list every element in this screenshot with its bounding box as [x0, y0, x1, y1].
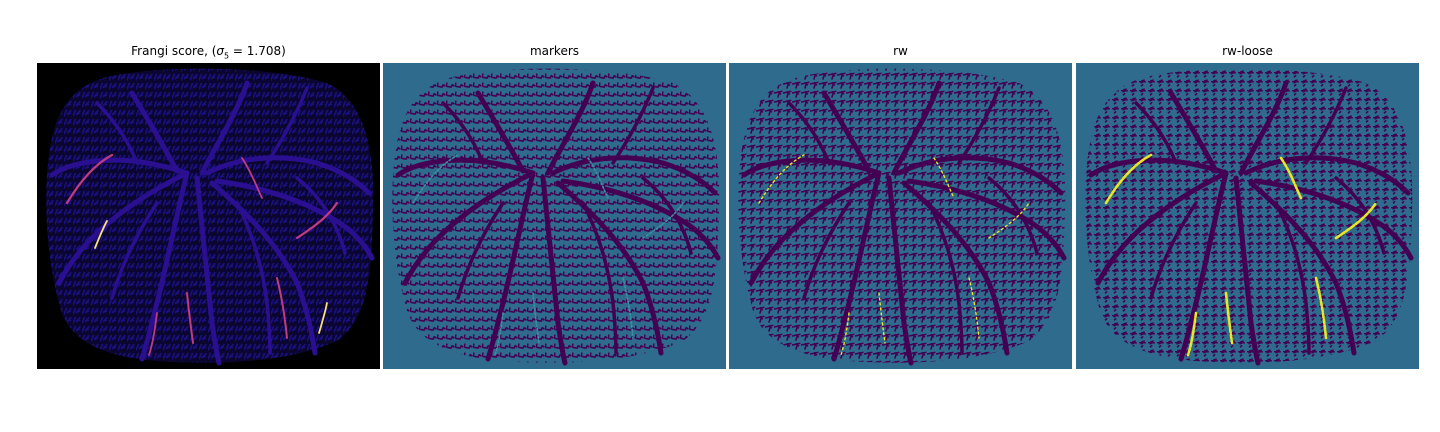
vessel-segment: [540, 175, 568, 366]
vessel-segment: [896, 155, 1064, 196]
vessel-segment: [56, 170, 190, 286]
vessel-segment: [1253, 178, 1414, 261]
vessel-segment: [1334, 176, 1386, 255]
vessel-segment: [265, 86, 309, 165]
vessel-segment: [1134, 101, 1178, 165]
vessel-segment: [1233, 175, 1261, 366]
vessel-segment: [886, 175, 914, 366]
vessel-highlight: [494, 312, 504, 356]
vessel-segment: [235, 201, 272, 355]
vessel-segment: [1149, 201, 1198, 300]
markers-image: [383, 63, 726, 369]
vessel-highlight: [94, 220, 108, 249]
vessel-segment: [214, 178, 375, 261]
vessel-highlight: [933, 157, 955, 199]
rw-image: [729, 63, 1072, 369]
vessel-segment: [199, 80, 250, 176]
vessel-segment: [560, 178, 721, 261]
vessel-highlight: [1314, 276, 1328, 340]
vessel-segment: [456, 201, 505, 300]
vessel-segment: [787, 101, 831, 165]
vessel-highlight: [241, 157, 263, 199]
vessel-segment: [1168, 90, 1219, 174]
vessel-highlight: [1104, 153, 1153, 205]
vessel-segment: [395, 157, 536, 178]
vessel-segment: [891, 80, 942, 176]
vessel-segment: [741, 157, 882, 178]
vessel-segment: [1243, 155, 1411, 196]
vessel-segment: [748, 170, 882, 286]
vessel-segment: [95, 101, 139, 165]
vessel-highlight: [186, 292, 194, 344]
vessel-segment: [1178, 170, 1229, 362]
vessel-highlight: [295, 201, 339, 240]
vessel-highlight: [988, 202, 1030, 239]
vessel-segment: [1088, 157, 1229, 178]
vessel-highlight: [840, 312, 850, 356]
vessel-highlight: [1334, 201, 1378, 240]
vessel-segment: [110, 201, 159, 300]
vessel-segment: [1274, 201, 1311, 355]
vessel-segment: [129, 90, 180, 174]
vessel-segment: [295, 176, 347, 255]
vessel-segment: [1238, 80, 1289, 176]
panel-title-rw-loose: rw-loose: [1222, 44, 1273, 58]
vessel-segment: [821, 90, 872, 174]
vessel-highlight: [276, 277, 288, 339]
vessel-highlight: [878, 292, 886, 344]
vessel-highlight: [532, 292, 540, 344]
vessel-segment: [550, 155, 718, 196]
rw-loose-image: [1076, 63, 1419, 369]
vessel-segment: [927, 201, 964, 355]
vessel-segment: [139, 170, 190, 362]
vessel-segment: [641, 176, 693, 255]
vessel-segment: [402, 170, 536, 286]
vessel-segment: [545, 80, 596, 176]
vessel-highlight: [758, 154, 805, 204]
vessel-segment: [581, 201, 618, 355]
vessel-segment: [441, 101, 485, 165]
vessel-segment: [204, 155, 372, 196]
vessel-highlight: [622, 277, 634, 339]
vessel-segment: [194, 175, 222, 366]
vessel-highlight: [1224, 291, 1234, 345]
vessel-segment: [987, 176, 1039, 255]
panel-title-rw: rw: [893, 44, 908, 58]
vessel-highlight: [148, 312, 158, 356]
vessel-segment: [831, 170, 882, 362]
vessel-highlight: [65, 153, 114, 205]
panel-title-frangi: Frangi score, (σ5 = 1.708): [131, 44, 286, 61]
vessel-highlight: [1186, 311, 1198, 357]
vessel-segment: [485, 170, 536, 362]
vessel-highlight: [642, 202, 684, 239]
vessel-segment: [49, 157, 190, 178]
vessel-highlight: [968, 277, 980, 339]
vessel-segment: [802, 201, 851, 300]
vessel-highlight: [1279, 156, 1303, 200]
vessel-segment: [1095, 170, 1229, 286]
vessel-highlight: [412, 154, 459, 204]
vessel-highlight: [318, 302, 328, 334]
frangi-image: [37, 63, 380, 369]
vessel-segment: [611, 86, 655, 165]
panel-title-markers: markers: [529, 44, 580, 58]
vessel-segment: [957, 86, 1001, 165]
vessel-segment: [1304, 86, 1348, 165]
vessel-segment: [475, 90, 526, 174]
vessel-segment: [906, 178, 1067, 261]
vessel-highlight: [587, 157, 609, 199]
